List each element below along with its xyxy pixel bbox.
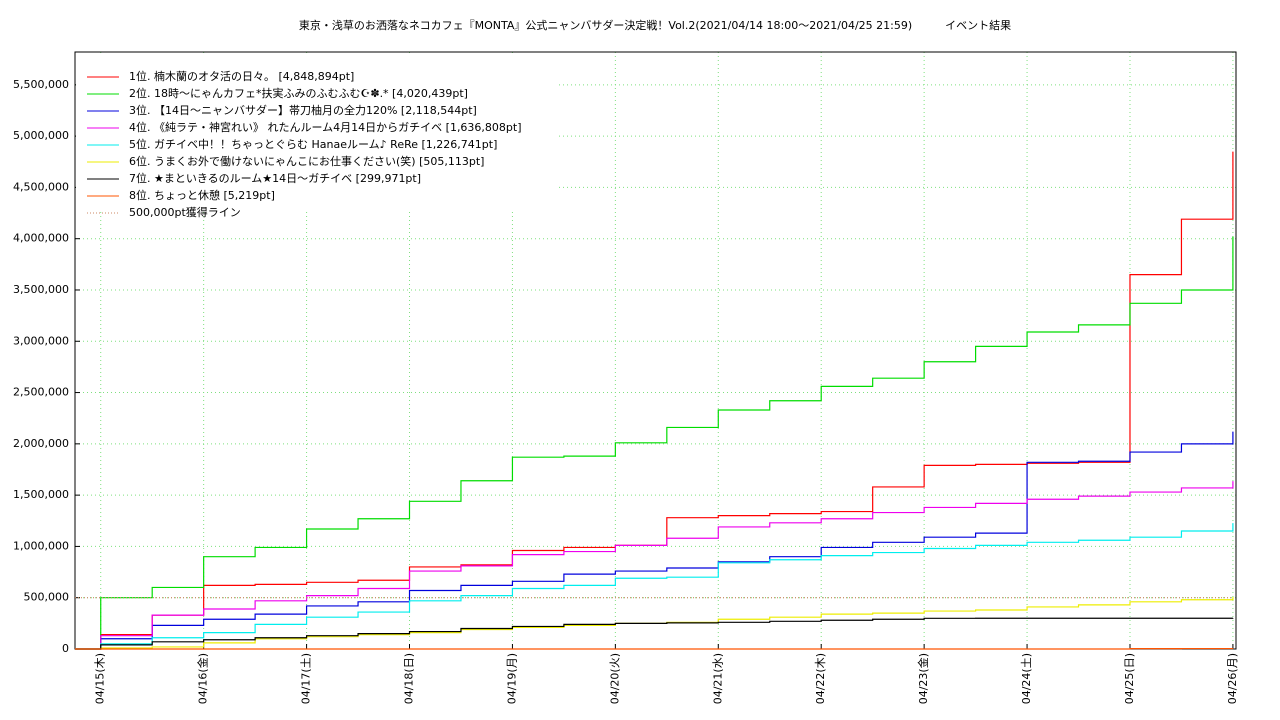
y-tick-label: 1,000,000 xyxy=(13,539,69,552)
y-tick-label: 3,000,000 xyxy=(13,334,69,347)
series-line xyxy=(75,151,1234,650)
series-line xyxy=(75,236,1234,650)
legend-label: 2位. 18時〜にゃんカフェ*扶実ふみのふむふむ☪✽.* [4,020,439p… xyxy=(129,86,468,100)
series-line xyxy=(75,523,1234,650)
legend-label: 4位. 《純ラテ・神宮れい》 れたんルーム4月14日からガチイベ [1,636,… xyxy=(129,120,522,134)
x-tick-label: 04/21(水) xyxy=(711,653,724,704)
y-tick-label: 3,500,000 xyxy=(13,283,69,296)
legend-box xyxy=(76,53,556,212)
series-line xyxy=(75,481,1234,650)
x-tick-label: 04/19(月) xyxy=(505,653,518,704)
x-tick-label: 04/24(土) xyxy=(1020,653,1033,704)
series-line xyxy=(75,647,1234,650)
legend-label: 3位. 【14日〜ニャンバサダー】帯刀柚月の全力120% [2,118,544p… xyxy=(129,103,477,117)
legend-label: 7位. ★まといきるのルーム★14日〜ガチイベ [299,971pt] xyxy=(129,171,421,185)
x-tick-label: 04/20(火) xyxy=(608,653,621,704)
chart-title: 東京・浅草のお洒落なネコカフェ『MONTA』公式ニャンバサダー決定戦！Vol.2… xyxy=(299,18,1011,32)
series-line xyxy=(75,617,1234,650)
x-tick-label: 04/25(日) xyxy=(1123,653,1136,704)
y-tick-label: 0 xyxy=(62,642,69,655)
x-tick-label: 04/18(日) xyxy=(403,653,416,704)
legend-label: 5位. ガチイベ中！！ちゃっとぐらむ Hanaeルーム♪ ReRe [1,226… xyxy=(129,137,497,151)
y-tick-label: 4,500,000 xyxy=(13,180,69,193)
y-tick-label: 5,500,000 xyxy=(13,78,69,91)
legend-label: 1位. 楠木蘭のオタ活の日々。 [4,848,894pt] xyxy=(129,69,354,83)
x-tick-label: 04/17(土) xyxy=(300,653,313,704)
series-line xyxy=(75,431,1234,650)
y-tick-label: 5,000,000 xyxy=(13,129,69,142)
y-tick-label: 4,000,000 xyxy=(13,232,69,245)
x-tick-label: 04/15(木) xyxy=(94,653,107,704)
x-tick-label: 04/26(月) xyxy=(1226,653,1239,704)
legend-label: 6位. うまくお外で働けないにゃんこにお仕事ください(笑) [505,113pt… xyxy=(129,154,484,168)
y-tick-label: 500,000 xyxy=(24,591,70,604)
x-tick-label: 04/22(木) xyxy=(814,653,827,704)
y-tick-label: 1,500,000 xyxy=(13,488,69,501)
legend-label: 8位. ちょっと休憩 [5,219pt] xyxy=(129,188,275,202)
x-tick-label: 04/16(金) xyxy=(196,653,210,704)
legend-label: 500,000pt獲得ライン xyxy=(129,206,241,219)
y-tick-label: 2,500,000 xyxy=(13,386,69,399)
x-tick-label: 04/23(金) xyxy=(916,653,930,704)
y-tick-label: 2,000,000 xyxy=(13,437,69,450)
